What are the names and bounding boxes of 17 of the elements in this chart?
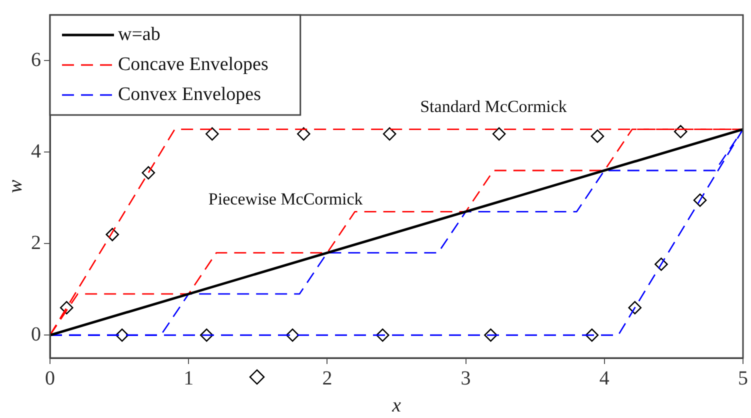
annotation: Standard McCormick xyxy=(420,97,568,116)
y-tick-label: 6 xyxy=(31,48,41,71)
x-tick-label: 0 xyxy=(45,367,55,390)
x-tick-label: 4 xyxy=(599,367,610,390)
legend-label: Concave Envelopes xyxy=(118,54,268,75)
legend-label: w=ab xyxy=(118,24,160,45)
x-tick-label: 3 xyxy=(460,367,471,390)
x-axis-title: x xyxy=(391,394,402,416)
y-tick-label: 2 xyxy=(31,232,41,254)
x-tick-label: 2 xyxy=(322,367,332,390)
x-tick-label: 5 xyxy=(738,367,748,390)
x-tick-label: 1 xyxy=(184,367,194,390)
y-tick-label: 0 xyxy=(31,323,41,346)
y-tick-label: 4 xyxy=(31,140,41,162)
legend-label: Convex Envelopes xyxy=(118,84,262,105)
y-axis-title: w xyxy=(4,179,26,194)
annotation: Piecewise McCormick xyxy=(208,190,364,209)
